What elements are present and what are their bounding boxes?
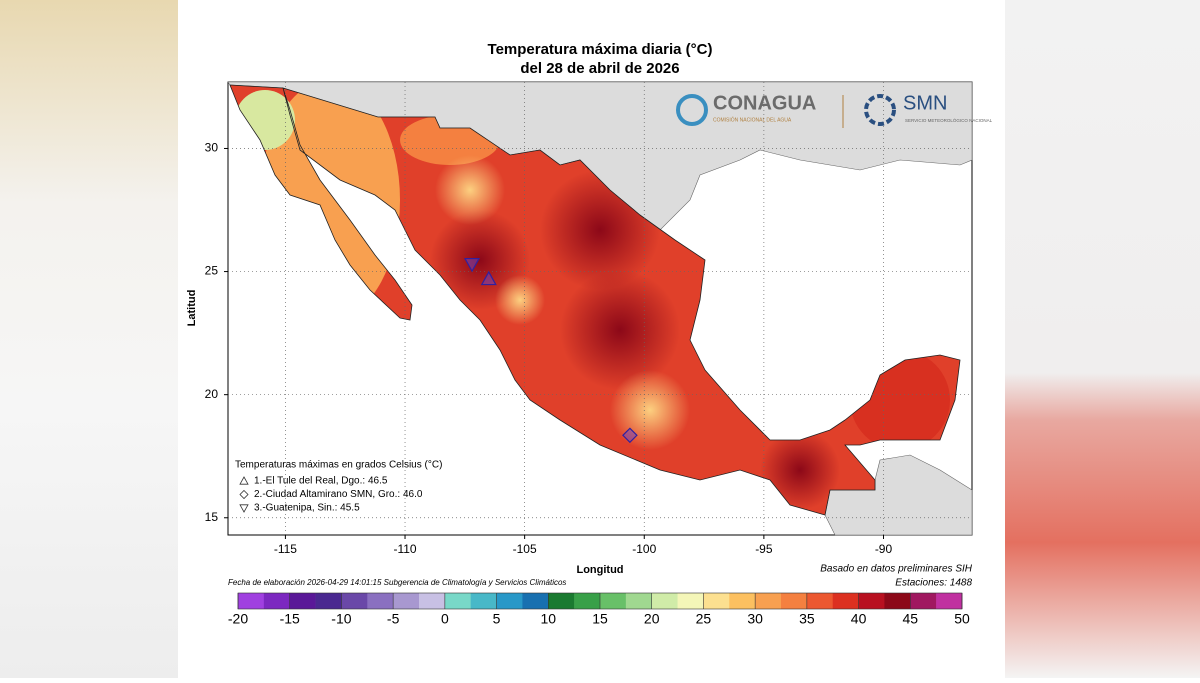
colorbar-swatch <box>755 593 782 609</box>
logos: CONAGUA COMISIÓN NACIONAL DEL AGUA SMN S… <box>676 92 993 128</box>
colorbar-swatch <box>884 593 911 609</box>
colorbar-swatch <box>341 593 368 609</box>
marker <box>239 476 249 485</box>
colorbar-tick-label: 5 <box>493 611 501 627</box>
colorbar-swatch <box>574 593 601 609</box>
colorbar-swatch <box>238 593 265 609</box>
colorbar-swatch <box>936 593 963 609</box>
colorbar-swatch <box>729 593 756 609</box>
map-frame <box>227 81 973 536</box>
colorbar-tick-label: 50 <box>954 611 970 627</box>
x-axis-label: Longitud <box>576 564 623 576</box>
colorbar-swatch <box>522 593 549 609</box>
legend-title: Temperaturas máximas en grados Celsius (… <box>235 460 442 471</box>
colorbar-swatch <box>832 593 859 609</box>
colorbar-swatch <box>289 593 316 609</box>
legend-entry: 3.-Guatenipa, Sin.: 45.5 <box>254 503 360 514</box>
colorbar-tick-label: -5 <box>387 611 400 627</box>
logo-smn-sub: SERVICIO METEOROLÓGICO NACIONAL <box>905 117 993 123</box>
colorbar-swatch <box>393 593 420 609</box>
colorbar-tick-label: -15 <box>280 611 300 627</box>
legend-entry: 2.-Ciudad Altamirano SMN, Gro.: 46.0 <box>254 489 423 500</box>
y-tick-label: 25 <box>205 264 219 278</box>
colorbar-tick-label: 45 <box>902 611 918 627</box>
colorbar-tick-label: -10 <box>331 611 351 627</box>
colorbar-tick-label: 30 <box>747 611 763 627</box>
colorbar-swatch <box>315 593 342 609</box>
blurred-right <box>1005 0 1200 678</box>
y-tick-label: 15 <box>205 510 219 524</box>
title: Temperatura máxima diaria (°C) <box>488 41 713 58</box>
colorbar-swatch <box>625 593 653 609</box>
colorbar-tick-label: 10 <box>540 611 556 627</box>
y-tick-label: 30 <box>205 141 219 155</box>
colorbar-tick-label: -20 <box>228 611 248 627</box>
logo-conagua: CONAGUA <box>713 92 816 114</box>
blurred-left <box>0 0 178 678</box>
marker <box>480 270 497 286</box>
source: Basado en datos preliminares SIH <box>820 564 973 575</box>
logo-conagua-sub: COMISIÓN NACIONAL DEL AGUA <box>713 116 792 123</box>
footer: Fecha de elaboración 2026-04-29 14:01:15… <box>228 578 566 587</box>
colorbar-tick-label: 15 <box>592 611 608 627</box>
colorbar-swatch <box>470 593 497 609</box>
colorbar-swatch <box>600 593 627 609</box>
subtitle: del 28 de abril de 2026 <box>520 60 679 77</box>
marker <box>463 257 481 273</box>
logo-smn: SMN <box>903 92 947 114</box>
x-tick-label: -105 <box>513 542 537 556</box>
x-tick-label: -110 <box>393 542 416 556</box>
colorbar-swatch <box>367 593 394 609</box>
colorbar-swatch <box>781 593 808 609</box>
colorbar-tick-label: 20 <box>644 611 660 627</box>
marker <box>239 504 249 513</box>
colorbar-swatch <box>703 593 730 609</box>
colorbar-swatch <box>910 593 937 609</box>
colorbar-swatch <box>419 593 446 609</box>
y-axis-label: Latitud <box>186 290 198 327</box>
x-tick-label: -115 <box>274 542 297 556</box>
x-tick-label: -90 <box>875 542 893 556</box>
colorbar-swatch <box>444 593 472 609</box>
marker <box>239 489 249 500</box>
colorbar-tick-label: 0 <box>441 611 449 627</box>
y-tick-label: 20 <box>205 387 219 401</box>
colorbar-tick-label: 35 <box>799 611 815 627</box>
colorbar-swatch <box>263 593 291 609</box>
colorbar-tick-label: 40 <box>851 611 867 627</box>
x-tick-label: -100 <box>632 542 656 556</box>
legend-entry: 1.-El Tule del Real, Dgo.: 46.5 <box>254 476 388 487</box>
x-tick-label: -95 <box>755 542 773 556</box>
stations-count: Estaciones: 1488 <box>895 578 972 589</box>
colorbar-swatch <box>858 593 885 609</box>
colorbar-tick-label: 25 <box>696 611 712 627</box>
colorbar-swatch <box>496 593 523 609</box>
colorbar-swatch <box>548 593 575 609</box>
colorbar-swatch <box>651 593 678 609</box>
colorbar-swatch <box>677 593 704 609</box>
marker <box>622 427 638 444</box>
colorbar-swatch <box>806 593 834 609</box>
